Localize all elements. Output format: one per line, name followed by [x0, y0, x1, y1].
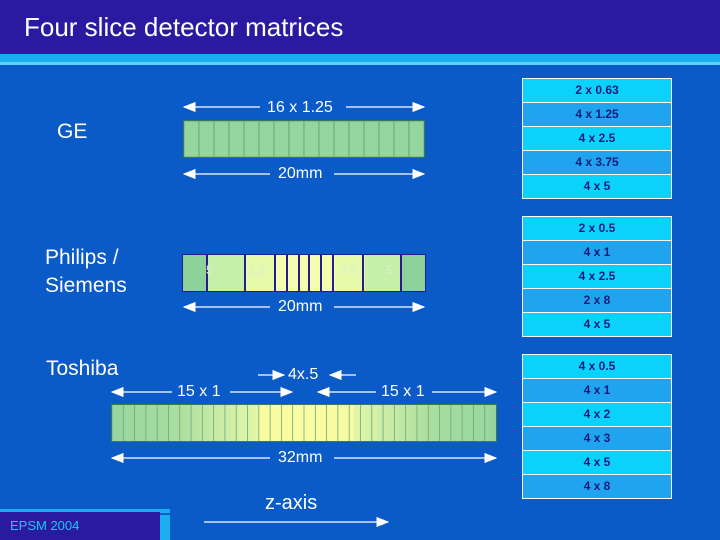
philips-segment-label-3: 2.5 — [340, 263, 357, 277]
philips-bottom-label: 20mm — [278, 298, 323, 315]
detector-cell — [273, 121, 290, 157]
detector-cell — [363, 121, 380, 157]
footer-text: EPSM 2004 — [10, 518, 80, 533]
detector-cell — [303, 121, 320, 157]
philips-segment-label-4: 5 — [386, 263, 393, 277]
detector-cell — [348, 121, 365, 157]
philips-segment-label-1: 5 — [206, 263, 213, 277]
vendor-philips-siemens: Philips / Siemens — [45, 244, 127, 300]
ge-option-5: 4 x 5 — [522, 175, 672, 199]
toshiba-option-1: 4 x 0.5 — [522, 354, 672, 379]
toshiba-left-label: 15 x 1 — [177, 383, 221, 400]
toshiba-option-3: 4 x 2 — [522, 403, 672, 427]
philips-option-4: 2 x 8 — [522, 289, 672, 313]
detector-cell — [333, 121, 350, 157]
footer-bar — [0, 512, 160, 540]
ge-option-3: 4 x 2.5 — [522, 127, 672, 151]
philips-segment-label-2: 2.5 — [248, 263, 265, 277]
header-stripe — [0, 54, 720, 62]
toshiba-bottom-label: 32mm — [278, 449, 323, 466]
footer-edge — [160, 515, 170, 540]
z-axis-label: z-axis — [265, 492, 318, 514]
philips-option-3: 4 x 2.5 — [522, 265, 672, 289]
ge-options-table: 2 x 0.63 4 x 1.25 4 x 2.5 4 x 3.75 4 x 5 — [522, 78, 672, 199]
ge-detector-array — [183, 120, 425, 158]
detector-cell — [318, 121, 335, 157]
toshiba-option-2: 4 x 1 — [522, 379, 672, 403]
philips-detector-cells — [183, 255, 425, 291]
toshiba-option-6: 4 x 8 — [522, 475, 672, 499]
detector-cell — [408, 121, 424, 157]
philips-option-5: 4 x 5 — [522, 313, 672, 337]
detector-cell — [213, 121, 230, 157]
ge-option-2: 4 x 1.25 — [522, 103, 672, 127]
toshiba-option-4: 4 x 3 — [522, 427, 672, 451]
toshiba-detector-cells — [112, 405, 496, 441]
detector-cell — [393, 121, 410, 157]
detector-cell — [198, 121, 215, 157]
detector-cell — [228, 121, 245, 157]
detector-cell — [288, 121, 305, 157]
title-bar — [0, 0, 720, 54]
toshiba-center-highlight — [258, 405, 354, 441]
philips-options-table: 2 x 0.5 4 x 1 4 x 2.5 2 x 8 4 x 5 — [522, 216, 672, 337]
page-title: Four slice detector matrices — [24, 12, 344, 42]
philips-option-1: 2 x 0.5 — [522, 216, 672, 241]
footer-stripe — [0, 509, 170, 513]
ge-top-label: 16 x 1.25 — [267, 99, 333, 116]
philips-detector-array — [182, 254, 426, 292]
detector-cell — [184, 121, 200, 157]
vendor-toshiba: Toshiba — [46, 357, 119, 380]
vendor-philips-line2: Siemens — [45, 274, 127, 297]
vendor-philips-line1: Philips / — [45, 246, 119, 269]
detector-cell — [378, 121, 395, 157]
detector-cell — [258, 121, 275, 157]
toshiba-center-label: 4x.5 — [288, 366, 319, 383]
toshiba-right-label: 15 x 1 — [381, 383, 425, 400]
ge-option-1: 2 x 0.63 — [522, 78, 672, 103]
vendor-ge: GE — [57, 120, 88, 143]
toshiba-options-table: 4 x 0.5 4 x 1 4 x 2 4 x 3 4 x 5 4 x 8 — [522, 354, 672, 499]
toshiba-detector-array — [111, 404, 497, 442]
ge-bottom-label: 20mm — [278, 165, 323, 182]
toshiba-option-5: 4 x 5 — [522, 451, 672, 475]
header-stripe-light — [0, 62, 720, 65]
ge-option-4: 4 x 3.75 — [522, 151, 672, 175]
ge-detector-cells — [184, 121, 424, 157]
detector-cell — [243, 121, 260, 157]
philips-option-2: 4 x 1 — [522, 241, 672, 265]
